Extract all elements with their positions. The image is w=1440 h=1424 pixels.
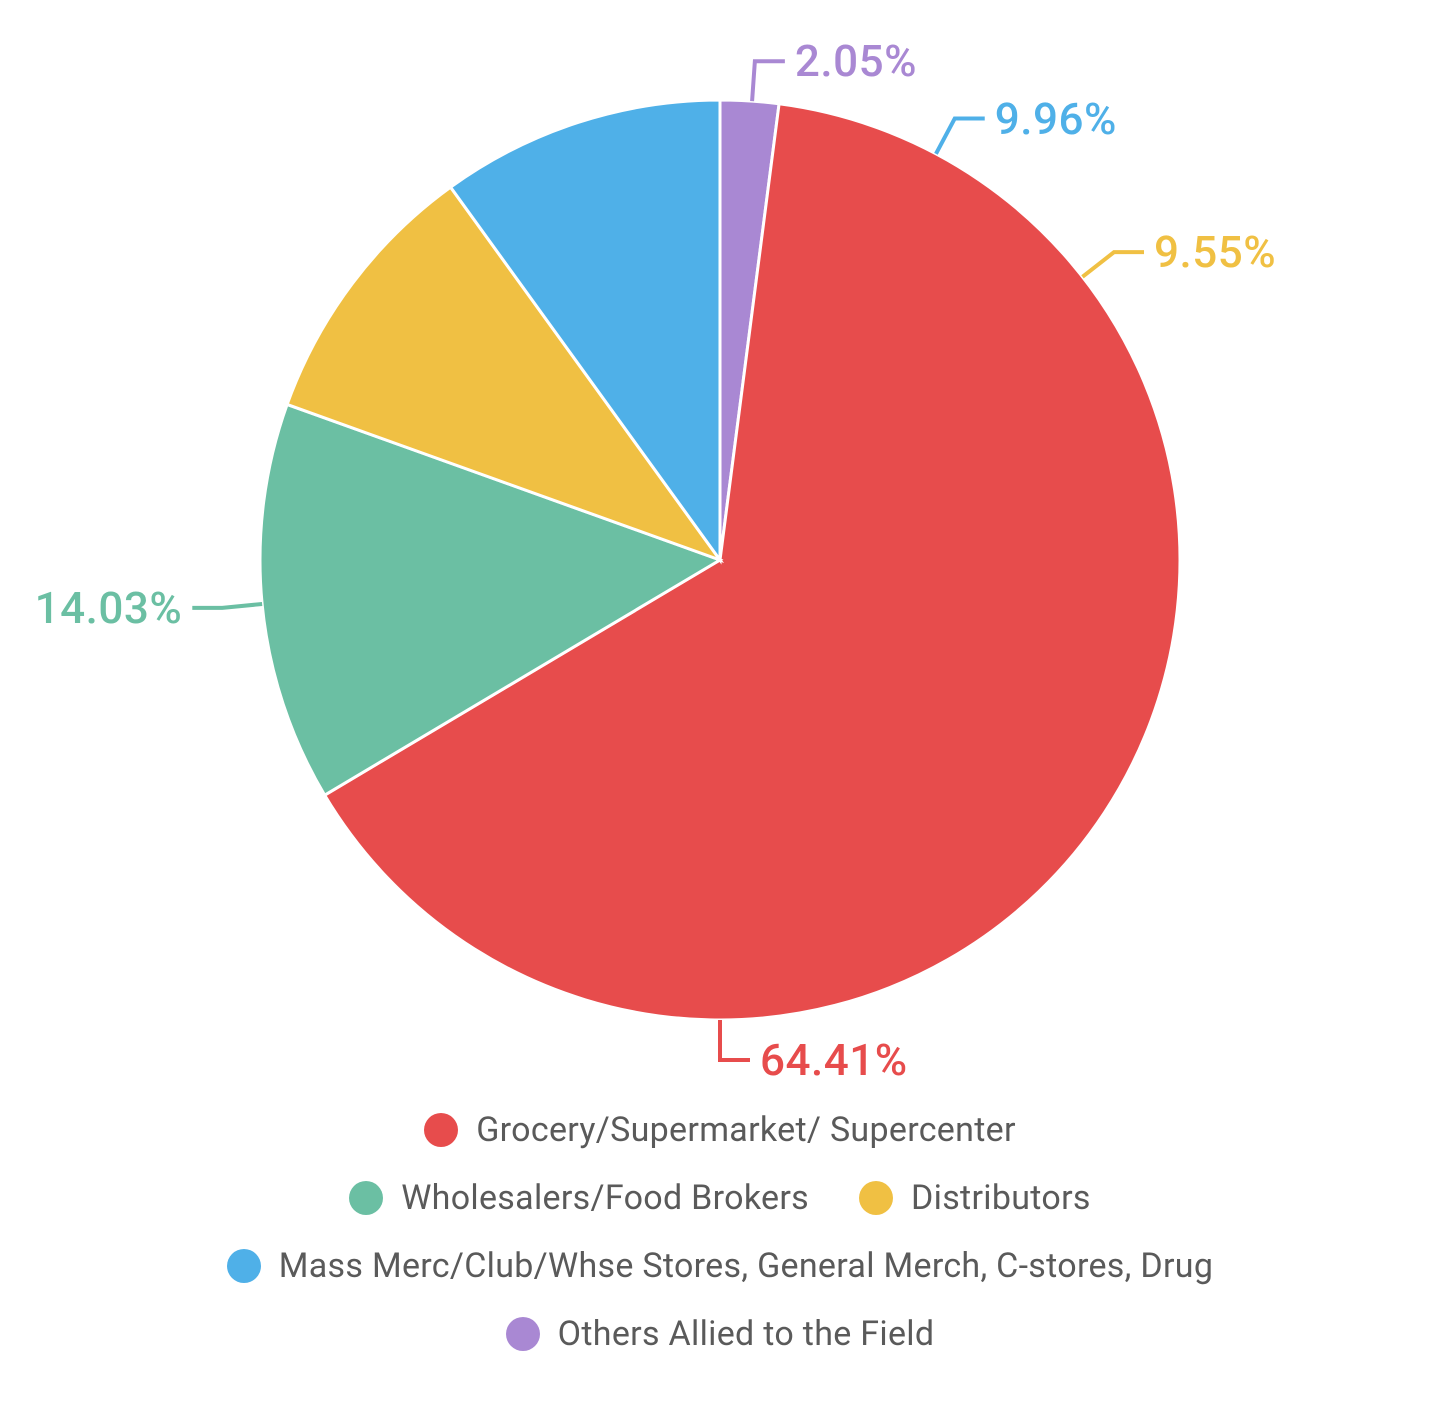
legend-item: Distributors [859,1178,1091,1218]
legend-item: Mass Merc/Club/Whse Stores, General Merc… [227,1246,1213,1286]
legend-row: Mass Merc/Club/Whse Stores, General Merc… [227,1246,1213,1286]
legend-item: Wholesalers/Food Brokers [349,1178,809,1218]
legend-label: Distributors [911,1178,1091,1218]
legend-dot-icon [506,1317,540,1351]
pie-slice-label: 9.96% [995,97,1117,141]
pie-leader-line [192,604,262,608]
legend-row: Grocery/Supermarket/ Supercenter [424,1110,1016,1150]
pie-leader-line [936,119,985,154]
pie-slice-label: 64.41% [760,1038,908,1082]
pie-slice-label: 9.55% [1154,230,1276,274]
legend-row: Wholesalers/Food Brokers Distributors [349,1178,1091,1218]
legend-item: Others Allied to the Field [506,1314,935,1354]
legend-label: Mass Merc/Club/Whse Stores, General Merc… [279,1246,1213,1286]
legend-row: Others Allied to the Field [506,1314,935,1354]
legend-label: Others Allied to the Field [558,1314,935,1354]
chart-legend: Grocery/Supermarket/ Supercenter Wholesal… [0,1110,1440,1354]
legend-label: Wholesalers/Food Brokers [401,1178,809,1218]
pie-slice-label: 2.05% [795,39,917,83]
legend-item: Grocery/Supermarket/ Supercenter [424,1110,1016,1150]
pie-leader-line [720,1020,750,1060]
pie-slice-label: 14.03% [35,586,183,630]
legend-dot-icon [424,1113,458,1147]
pie-leader-line [1082,252,1144,277]
legend-dot-icon [227,1249,261,1283]
pie-leader-line [752,61,785,101]
legend-dot-icon [349,1181,383,1215]
legend-label: Grocery/Supermarket/ Supercenter [476,1110,1016,1150]
legend-dot-icon [859,1181,893,1215]
pie-chart-container: 2.05% 64.41% 14.03% 9.55% 9.96% Grocery/Supe… [0,0,1440,1424]
